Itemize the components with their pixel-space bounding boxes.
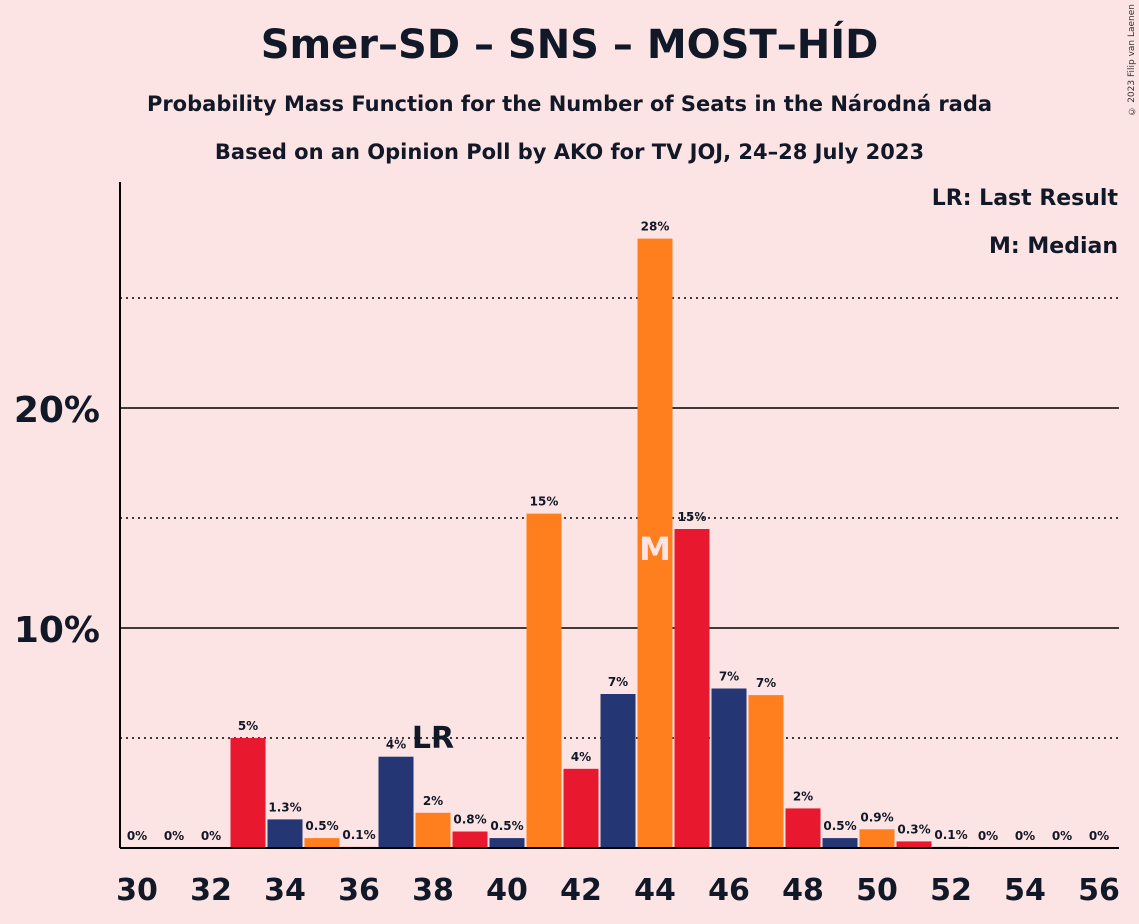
x-tick-46: 46 bbox=[708, 873, 750, 908]
chart-subtitle: Probability Mass Function for the Number… bbox=[146, 92, 993, 116]
bar-label-37: 4% bbox=[386, 738, 406, 752]
x-tick-40: 40 bbox=[486, 873, 528, 908]
bar-label-32: 0% bbox=[201, 829, 221, 843]
bar-43 bbox=[600, 694, 636, 848]
bar-41 bbox=[526, 513, 562, 848]
last-result-marker: LR bbox=[412, 721, 454, 756]
bar-label-30: 0% bbox=[127, 829, 147, 843]
bar-label-34: 1.3% bbox=[268, 800, 301, 814]
x-tick-36: 36 bbox=[338, 873, 380, 908]
bar-label-54: 0% bbox=[1015, 829, 1035, 843]
bar-label-55: 0% bbox=[1052, 829, 1072, 843]
markers: M LR bbox=[412, 530, 671, 756]
x-tick-38: 38 bbox=[412, 873, 454, 908]
bars bbox=[230, 238, 969, 849]
bar-46 bbox=[711, 688, 747, 848]
bar-50 bbox=[859, 829, 895, 848]
x-tick-50: 50 bbox=[856, 873, 898, 908]
bar-label-47: 7% bbox=[756, 676, 776, 690]
bar-label-48: 2% bbox=[793, 789, 813, 803]
bar-44 bbox=[637, 238, 673, 849]
x-tick-54: 54 bbox=[1004, 873, 1046, 908]
bar-label-42: 4% bbox=[571, 750, 591, 764]
bar-38 bbox=[415, 812, 451, 848]
bar-51 bbox=[896, 841, 932, 848]
x-tick-labels: 30 32 34 36 38 40 42 44 46 48 50 52 54 56 bbox=[116, 873, 1120, 908]
legend-median: M: Median bbox=[989, 234, 1118, 259]
bar-40 bbox=[489, 838, 525, 848]
chart-title: Smer–SD – SNS – MOST–HÍD bbox=[260, 22, 879, 68]
x-tick-42: 42 bbox=[560, 873, 602, 908]
bar-label-56: 0% bbox=[1089, 829, 1109, 843]
bar-label-43: 7% bbox=[608, 675, 628, 689]
bar-label-53: 0% bbox=[978, 829, 998, 843]
bar-42 bbox=[563, 768, 599, 848]
bar-35 bbox=[304, 838, 340, 848]
bar-34 bbox=[267, 819, 303, 848]
legend-last-result: LR: Last Result bbox=[931, 186, 1118, 211]
bar-37 bbox=[378, 756, 414, 848]
y-tick-20: 20% bbox=[14, 390, 100, 431]
bar-label-45: 15% bbox=[678, 510, 707, 524]
bar-label-39: 0.8% bbox=[453, 813, 486, 827]
gridlines bbox=[120, 297, 1119, 739]
bar-value-labels: 0% 0% 0% 5% 1.3% 0.5% 0.1% 4% 2% 0.8% 0.5% 15% 4% 7% 2… bbox=[127, 220, 1109, 843]
bar-33 bbox=[230, 738, 266, 848]
y-tick-10: 10% bbox=[14, 610, 100, 651]
bar-label-52: 0.1% bbox=[934, 828, 967, 842]
bar-label-33: 5% bbox=[238, 719, 258, 733]
x-tick-52: 52 bbox=[930, 873, 972, 908]
bar-label-50: 0.9% bbox=[860, 810, 893, 824]
bar-label-40: 0.5% bbox=[490, 819, 523, 833]
bar-label-31: 0% bbox=[164, 829, 184, 843]
axes bbox=[119, 182, 1119, 849]
x-tick-48: 48 bbox=[782, 873, 824, 908]
x-tick-56: 56 bbox=[1078, 873, 1120, 908]
bar-label-49: 0.5% bbox=[823, 819, 856, 833]
bar-45 bbox=[674, 529, 710, 848]
bar-label-46: 7% bbox=[719, 670, 739, 684]
y-tick-labels: 10% 20% bbox=[14, 390, 100, 651]
bar-label-41: 15% bbox=[530, 495, 559, 509]
x-tick-30: 30 bbox=[116, 873, 158, 908]
bar-47 bbox=[748, 695, 784, 848]
bar-label-36: 0.1% bbox=[342, 828, 375, 842]
bar-label-44: 28% bbox=[641, 220, 670, 234]
chart-source: Based on an Opinion Poll by AKO for TV J… bbox=[214, 140, 925, 164]
x-tick-44: 44 bbox=[634, 873, 676, 908]
x-tick-34: 34 bbox=[264, 873, 306, 908]
bar-49 bbox=[822, 838, 858, 848]
bar-label-35: 0.5% bbox=[305, 819, 338, 833]
median-marker: M bbox=[639, 530, 671, 568]
bar-label-51: 0.3% bbox=[897, 822, 930, 836]
x-tick-32: 32 bbox=[190, 873, 232, 908]
bar-label-38: 2% bbox=[423, 794, 443, 808]
bar-39 bbox=[452, 831, 488, 848]
bar-48 bbox=[785, 808, 821, 848]
